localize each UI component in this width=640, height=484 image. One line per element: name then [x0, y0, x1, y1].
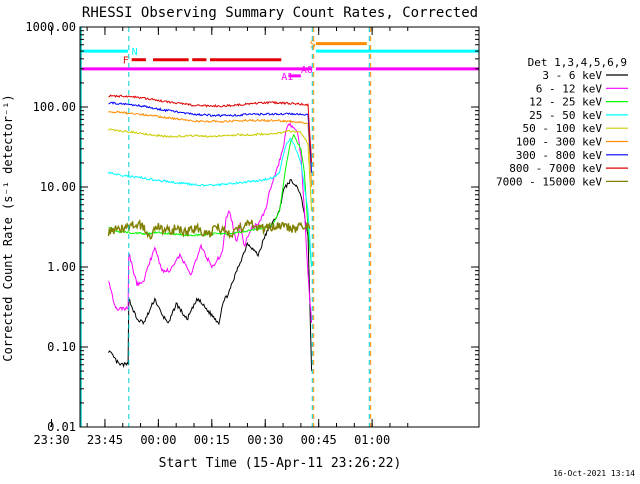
series-line-0 — [108, 178, 313, 372]
y-tick-label: 100.00 — [33, 100, 76, 114]
x-tick-label: 00:45 — [301, 433, 337, 447]
flag-label-a0: A0 — [301, 65, 313, 76]
series-line-7 — [108, 94, 313, 163]
x-tick-label: 23:45 — [87, 433, 123, 447]
flag-layer: NF A0 A1 S — [80, 40, 479, 83]
series-layer — [107, 94, 313, 372]
y-tick-label: 0.01 — [47, 420, 76, 434]
y-tick-label: 1.00 — [47, 260, 76, 274]
x-tick-label: 00:00 — [140, 433, 176, 447]
series-line-4 — [108, 128, 313, 212]
series-line-6 — [108, 101, 313, 173]
x-tick-label: 23:30 — [33, 433, 69, 447]
y-tick-label: 1000.00 — [25, 20, 76, 34]
legend-label-3: 25 - 50 keV — [529, 109, 602, 122]
legend-label-8: 7000 - 15000 keV — [496, 175, 602, 188]
y-axis-label: Corrected Count Rate (s⁻¹ detector⁻¹) — [1, 94, 15, 361]
legend-label-0: 3 - 6 keV — [542, 69, 602, 82]
x-tick-label: 00:15 — [194, 433, 230, 447]
vline-layer — [80, 27, 372, 427]
legend-label-4: 50 - 100 keV — [523, 122, 603, 135]
chart-title: RHESSI Observing Summary Count Rates, Co… — [82, 5, 478, 21]
plot-frame — [79, 26, 480, 428]
legend-title: Det 1,3,4,5,6,9 — [528, 56, 627, 69]
x-tick-label: 00:30 — [247, 433, 283, 447]
series-line-3 — [108, 137, 313, 268]
x-tick-label: 01:00 — [354, 433, 390, 447]
legend-label-1: 6 - 12 keV — [536, 82, 603, 95]
series-line-5 — [108, 110, 313, 188]
series-line-8 — [107, 218, 311, 240]
legend-label-5: 100 - 300 keV — [516, 136, 602, 149]
flag-label-f: F — [123, 56, 129, 67]
y-tick-label: 10.00 — [40, 180, 76, 194]
legend-label-6: 300 - 800 keV — [516, 149, 602, 162]
x-axis-label: Start Time (15-Apr-11 23:26:22) — [159, 456, 402, 471]
y-tick-label: 0.10 — [47, 340, 76, 354]
flag-label-s: S — [310, 40, 316, 51]
flag-label-n: N — [132, 47, 138, 58]
legend-label-7: 800 - 7000 keV — [509, 162, 602, 175]
footer-date: 16-Oct-2021 13:14 — [553, 469, 635, 478]
flag-label-a1: A1 — [281, 72, 293, 83]
legend-label-2: 12 - 25 keV — [529, 96, 602, 109]
series-line-1 — [108, 122, 313, 323]
